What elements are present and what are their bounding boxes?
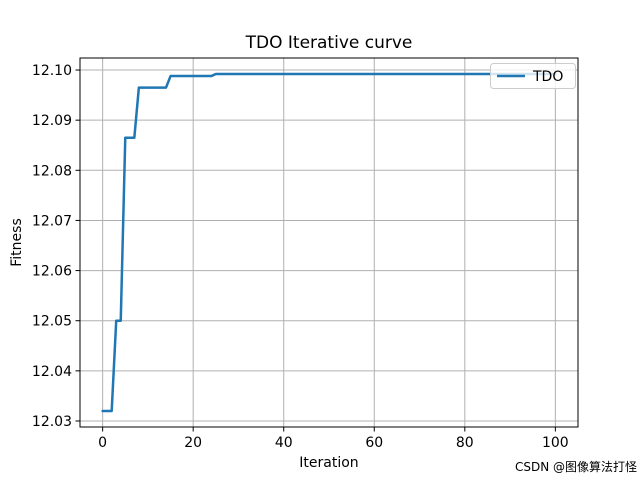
y-tick-label: 12.10 bbox=[32, 63, 72, 79]
legend-label: TDO bbox=[532, 69, 563, 85]
y-tick-label: 12.09 bbox=[32, 113, 72, 129]
y-tick-label: 12.08 bbox=[32, 163, 72, 179]
x-tick-label: 80 bbox=[456, 435, 474, 451]
y-axis-label: Fitness bbox=[9, 218, 25, 267]
y-tick-label: 12.04 bbox=[32, 364, 72, 380]
x-tick-label: 20 bbox=[184, 435, 202, 451]
gridlines bbox=[80, 58, 578, 427]
x-axis-label: Iteration bbox=[299, 455, 358, 471]
legend-box bbox=[490, 63, 576, 89]
series-layer bbox=[101, 72, 557, 413]
legend: TDO bbox=[490, 63, 576, 89]
tick-layer: 0 20 40 60 80 100 12.03 12.04 12.05 12.06 12.07 12.… bbox=[32, 63, 569, 451]
x-tick-label: 0 bbox=[98, 435, 107, 451]
x-tick-label: 40 bbox=[275, 435, 293, 451]
y-tick-label: 12.03 bbox=[32, 414, 72, 430]
x-tick-label: 60 bbox=[365, 435, 383, 451]
chart-title: TDO Iterative curve bbox=[245, 33, 413, 53]
y-tick-label: 12.07 bbox=[32, 213, 72, 229]
y-tick-label: 12.06 bbox=[32, 264, 72, 280]
csdn-watermark: CSDN @图像算法打怪 bbox=[515, 459, 637, 474]
x-tick-label: 100 bbox=[542, 435, 569, 451]
y-tick-label: 12.05 bbox=[32, 314, 72, 330]
plot-border bbox=[79, 57, 579, 428]
tdo-series-line bbox=[101, 72, 557, 413]
